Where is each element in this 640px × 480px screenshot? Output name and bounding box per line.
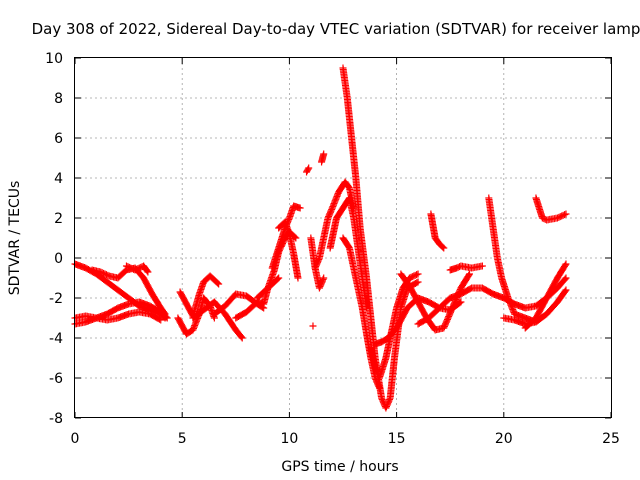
data-series-track-31 xyxy=(532,194,570,224)
data-series-track-19 xyxy=(326,194,371,312)
y-axis-label: SDTVAR / TECUs xyxy=(7,181,23,296)
data-series-track-21 xyxy=(339,64,422,412)
x-axis-label: GPS time / hours xyxy=(281,459,398,475)
y-tick-label: 6 xyxy=(54,131,63,147)
y-tick-label: 2 xyxy=(54,211,63,227)
x-tick-label: 20 xyxy=(495,431,513,447)
data-series-track-30 xyxy=(521,260,570,332)
y-tick-label: 8 xyxy=(54,91,63,107)
x-tick-label: 10 xyxy=(280,431,298,447)
data-series-track-25 xyxy=(414,274,570,328)
data-series-track-18 xyxy=(309,322,317,330)
y-tick-label: -8 xyxy=(49,411,63,427)
y-tick-label: -4 xyxy=(49,331,63,347)
y-tick-label: 0 xyxy=(54,251,63,267)
data-series-track-5 xyxy=(122,262,152,276)
x-tick-label: 5 xyxy=(178,431,187,447)
y-tick-label: -6 xyxy=(49,371,63,387)
data-series-track-27 xyxy=(446,262,486,274)
axis-ticks xyxy=(74,57,612,419)
data-series-track-17 xyxy=(307,234,328,292)
x-tick-labels: 0 5 10 15 20 25 xyxy=(71,431,620,447)
data-series-track-26 xyxy=(427,210,448,252)
y-tick-labels: -8 -6 -4 -2 0 2 4 6 8 10 xyxy=(45,51,63,427)
data-series-track-13 xyxy=(275,218,302,282)
chart-title: Day 308 of 2022, Sidereal Day-to-day VTE… xyxy=(32,20,640,38)
plot-frame xyxy=(74,57,612,418)
y-tick-label: -2 xyxy=(49,291,63,307)
data-series-track-8 xyxy=(189,298,246,342)
y-tick-label: 10 xyxy=(45,51,63,67)
y-tick-label: 4 xyxy=(54,171,63,187)
grid xyxy=(75,58,611,418)
x-tick-label: 25 xyxy=(602,431,620,447)
data-series-track-16 xyxy=(318,150,328,166)
data-series-track-14 xyxy=(303,164,313,176)
data-marks xyxy=(71,64,570,412)
x-tick-label: 0 xyxy=(71,431,80,447)
x-tick-label: 15 xyxy=(388,431,406,447)
data-series-track-28 xyxy=(485,194,540,326)
